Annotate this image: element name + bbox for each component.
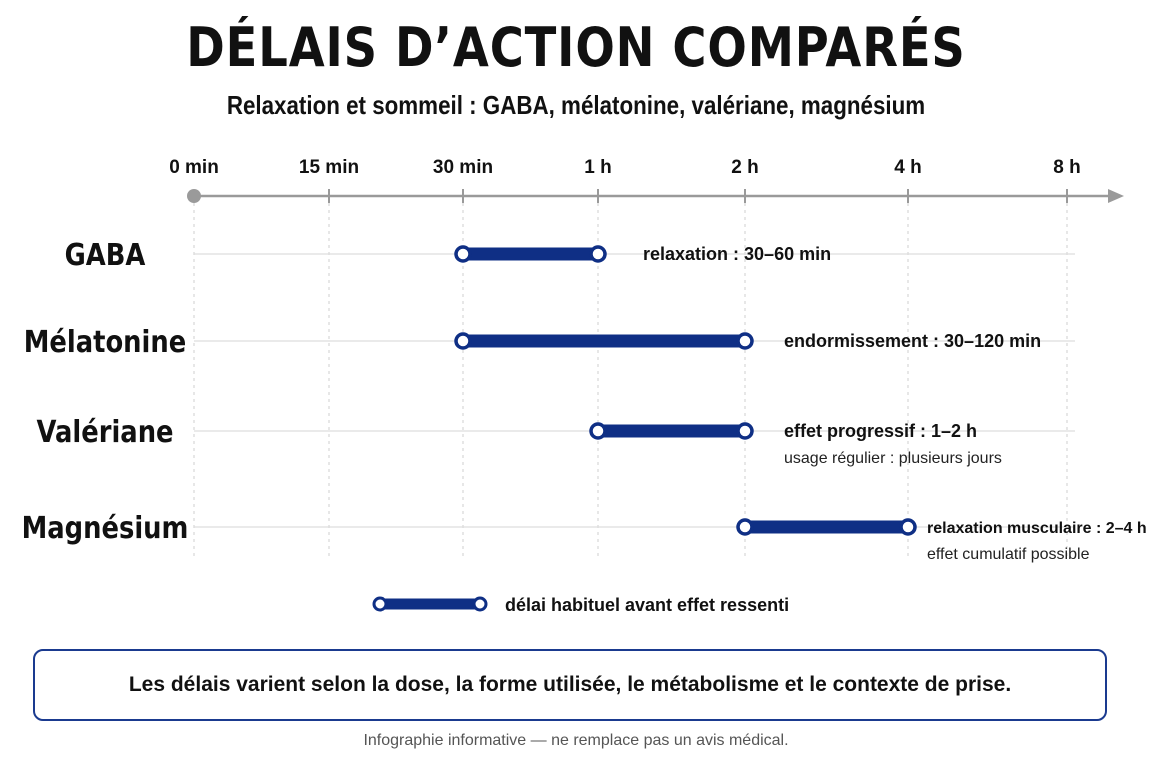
disclaimer-box: Les délais varient selon la dose, la for… [33,649,1107,721]
x-tick-label: 4 h [894,157,921,178]
disclaimer-text: Les délais varient selon la dose, la for… [128,673,1012,696]
data-label: effet progressif : 1–2 h [784,421,977,441]
legend-start-point [372,596,388,612]
range-end-point [899,518,917,536]
category-label: Magnésium [22,510,189,545]
legend-label: délai habituel avant effet ressenti [505,595,789,615]
x-tick-label: 2 h [731,157,758,178]
data-label: endormissement : 30–120 min [784,331,1041,351]
range-start-point [454,332,472,350]
axis-arrow-icon [1108,189,1124,203]
data-note: usage régulier : plusieurs jours [784,450,1002,467]
x-tick-label: 1 h [584,157,611,178]
legend-end-point [472,596,488,612]
category-label: Mélatonine [24,324,187,359]
footer-note: Infographie informative — ne remplace pa… [363,732,789,749]
range-end-point [736,422,754,440]
range-end-point [589,245,607,263]
range-start-point [736,518,754,536]
x-tick-label: 0 min [169,157,219,178]
data-label: relaxation musculaire : 2–4 h [927,520,1147,537]
x-tick-label: 15 min [299,157,359,178]
axis-origin-dot [187,189,201,203]
x-tick-label: 8 h [1053,157,1080,178]
range-start-point [454,245,472,263]
data-label: relaxation : 30–60 min [643,244,831,264]
range-end-point [736,332,754,350]
category-label: GABA [65,237,146,272]
chart-subtitle: Relaxation et sommeil : GABA, mélatonine… [226,90,926,120]
category-label: Valériane [36,414,173,449]
x-tick-label: 30 min [433,157,493,178]
range-start-point [589,422,607,440]
chart-title: DÉLAIS D’ACTION COMPARÉS [186,16,966,79]
data-note: effet cumulatif possible [927,546,1090,563]
timeline-chart: 0 min 15 min 30 min 1 h 2 h 4 h 8 h GABA Mélaton… [22,157,1147,615]
